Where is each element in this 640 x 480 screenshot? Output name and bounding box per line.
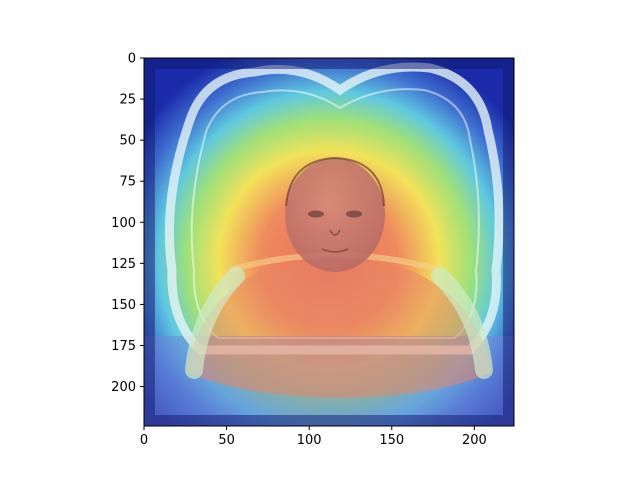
y-tick-label: 0 xyxy=(128,52,136,67)
y-tick-label: 25 xyxy=(119,93,136,108)
y-tick-label: 100 xyxy=(111,216,136,231)
x-tick-label: 50 xyxy=(218,433,235,448)
plot-frame xyxy=(143,57,515,427)
x-tick-label: 0 xyxy=(140,433,148,448)
heatmap-image xyxy=(144,58,514,426)
x-tick-label: 200 xyxy=(462,433,487,448)
y-tick-label: 50 xyxy=(119,134,136,149)
y-axis: 0 25 50 75 100 125 150 175 200 xyxy=(111,52,144,395)
y-tick-label: 75 xyxy=(119,175,136,190)
baby-face xyxy=(285,158,385,272)
blanket xyxy=(186,260,492,398)
x-tick-label: 100 xyxy=(297,433,322,448)
y-tick-label: 175 xyxy=(111,339,136,354)
x-axis: 0 50 100 150 200 xyxy=(140,426,487,448)
pillow-ruffle xyxy=(164,62,504,355)
y-tick-label: 125 xyxy=(111,257,136,272)
y-tick-label: 150 xyxy=(111,298,136,313)
x-tick-label: 150 xyxy=(379,433,404,448)
y-tick-label: 200 xyxy=(111,380,136,395)
